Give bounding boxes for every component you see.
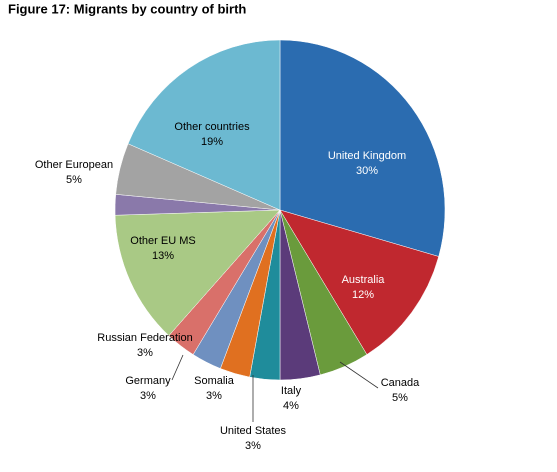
slice-label: Australia [342,274,386,286]
value-label: 5% [392,392,408,404]
leader-line [339,361,379,389]
pie-slice [127,39,281,211]
value-label: 13% [152,250,174,262]
slice-label: Italy [281,385,302,397]
leader-line [171,354,184,381]
slice-label: Other European [35,159,113,171]
slice-label: Russian Federation [97,332,192,344]
slice-label: Other countries [174,121,250,133]
value-label: 30% [356,165,378,177]
slice-label: United Kingdom [328,150,406,162]
value-label: 3% [140,390,156,402]
slice-label: Other EU MS [130,235,195,247]
pie-slice [279,209,440,355]
slice-label: Canada [381,377,420,389]
slice-label: Germany [125,375,171,387]
value-label: 3% [206,390,222,402]
value-label: 4% [283,400,299,412]
value-label: 12% [352,289,374,301]
pie-slice [114,209,281,336]
value-label: 5% [66,174,82,186]
slice-label: Somalia [194,375,235,387]
value-label: 3% [245,440,261,452]
value-label: 3% [137,347,153,359]
pie-slice [279,39,446,257]
value-label: 19% [201,136,223,148]
chart-title: Figure 17: Migrants by country of birth [8,1,246,16]
slice-label: United States [220,425,287,437]
